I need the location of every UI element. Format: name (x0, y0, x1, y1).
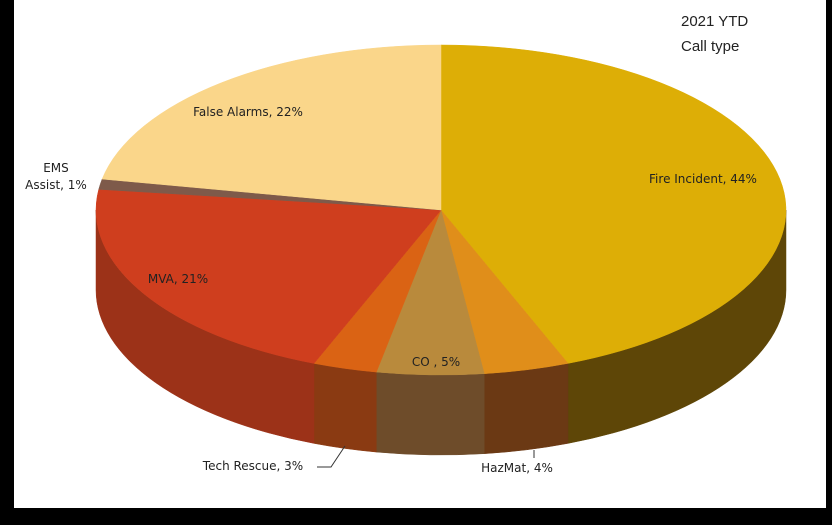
data-label-ems-assist: EMS Assist, 1% (25, 161, 87, 192)
data-label-fire-incident: Fire Incident, 44% (649, 172, 757, 186)
chart-subtitle: Call type (681, 38, 740, 55)
leader-line-tech-rescue (317, 445, 346, 468)
pie-side-co (376, 371, 485, 456)
data-label-co: CO , 5% (412, 355, 460, 369)
pie-side-tech-rescue (313, 363, 377, 453)
data-label-false-alarms: False Alarms, 22% (193, 105, 303, 119)
data-label-tech-rescue: Tech Rescue, 3% (202, 459, 303, 473)
pie-slice-fire-incident (440, 44, 787, 364)
pie-slice-mva (95, 189, 442, 364)
pie-side-hazmat (483, 363, 569, 454)
data-label-hazmat: HazMat, 4% (481, 461, 553, 475)
data-label-mva: MVA, 21% (148, 272, 208, 286)
chart-title: 2021 YTD (681, 13, 749, 30)
pie-slice-false-alarms (101, 44, 442, 211)
